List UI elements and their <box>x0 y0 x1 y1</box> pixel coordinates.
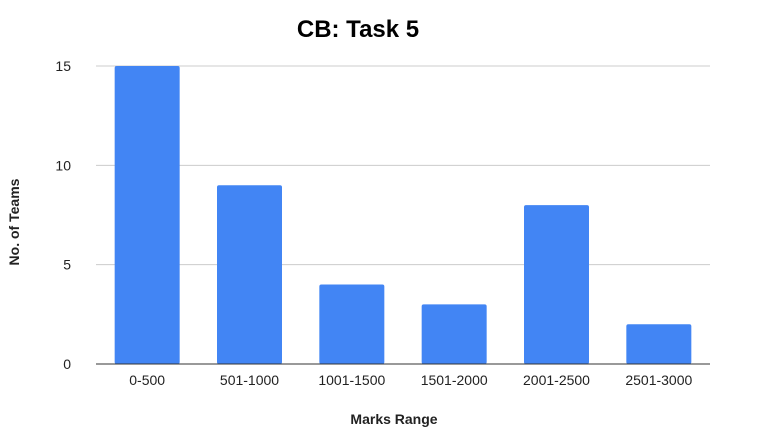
bars <box>114 66 692 364</box>
y-tick-label: 15 <box>55 58 71 74</box>
x-tick-label: 501-1000 <box>220 372 279 388</box>
x-axis-title: Marks Range <box>350 411 437 427</box>
y-axis-ticks: 0 5 10 15 <box>55 58 71 372</box>
x-tick-label: 0-500 <box>129 372 165 388</box>
bar-2501-3000 <box>626 324 692 364</box>
bar-501-1000 <box>217 185 282 364</box>
bar-1001-1500 <box>319 284 385 364</box>
x-tick-label: 1501-2000 <box>421 372 488 388</box>
bar-1501-2000 <box>421 304 487 364</box>
y-tick-label: 0 <box>63 356 71 372</box>
bar-2001-2500 <box>524 205 589 364</box>
gridlines <box>96 65 710 266</box>
x-tick-label: 2501-3000 <box>625 372 692 388</box>
x-tick-label: 2001-2500 <box>523 372 590 388</box>
y-tick-label: 10 <box>55 157 71 173</box>
y-tick-label: 5 <box>63 257 71 273</box>
chart-title: CB: Task 5 <box>297 16 419 43</box>
y-axis-title: No. of Teams <box>6 178 22 265</box>
x-tick-label: 1001-1500 <box>318 372 385 388</box>
bar-0-500 <box>114 66 180 364</box>
x-axis-ticks: 0-500 501-1000 1001-1500 1501-2000 2001-2500… <box>129 372 692 388</box>
